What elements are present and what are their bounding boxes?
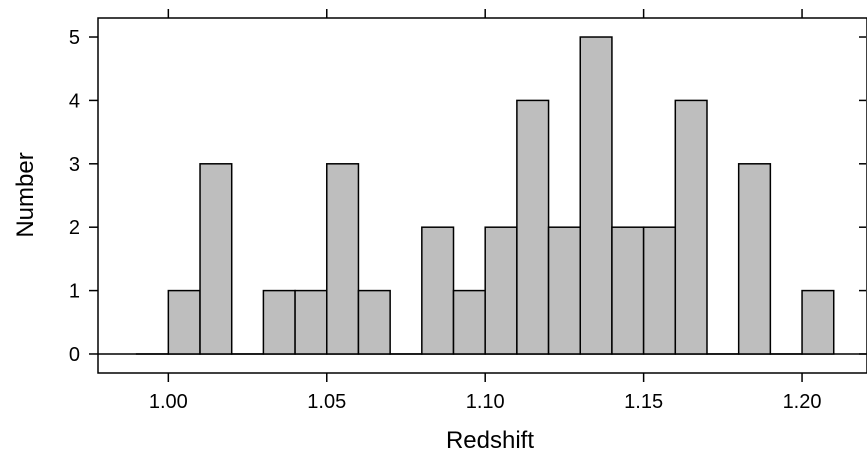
histogram-bar	[484, 226, 518, 355]
plot-frame	[97, 17, 867, 374]
x-tick-label: 1.15	[624, 391, 663, 413]
x-tick-label: 1.10	[466, 391, 505, 413]
x-tick-label: 1.05	[307, 391, 346, 413]
x-tick-label: 1.20	[783, 391, 822, 413]
x-axis: 1.00 1.05 1.10 1.15 1.20	[149, 9, 822, 413]
bars-group	[135, 36, 835, 355]
histogram-bar	[579, 36, 613, 355]
histogram-bar	[737, 163, 772, 355]
histogram-bar	[452, 289, 486, 355]
histogram-bar	[547, 226, 581, 355]
histogram-bar	[516, 99, 550, 355]
histogram-bar	[262, 289, 296, 355]
histogram-bar	[801, 289, 835, 355]
y-axis: 0 1 2 3 4 5	[69, 27, 866, 366]
histogram-bar	[642, 226, 677, 355]
histogram-bar	[294, 289, 328, 355]
histogram-bar	[421, 226, 455, 355]
y-tick-label: 3	[69, 154, 80, 176]
histogram-bar	[611, 226, 645, 355]
y-tick-label: 5	[69, 27, 80, 49]
histogram-bar	[199, 163, 233, 355]
histogram-bar	[326, 163, 360, 355]
y-tick-label: 1	[69, 281, 80, 303]
y-tick-label: 0	[69, 344, 80, 366]
x-tick-label: 1.00	[149, 391, 188, 413]
y-axis-title: Number	[12, 152, 39, 237]
y-tick-label: 2	[69, 217, 80, 239]
histogram-bar	[674, 99, 708, 355]
histogram-bar	[357, 289, 391, 355]
y-tick-label: 4	[69, 90, 80, 112]
histogram-bar	[167, 289, 201, 355]
x-axis-title: Redshift	[446, 427, 534, 454]
